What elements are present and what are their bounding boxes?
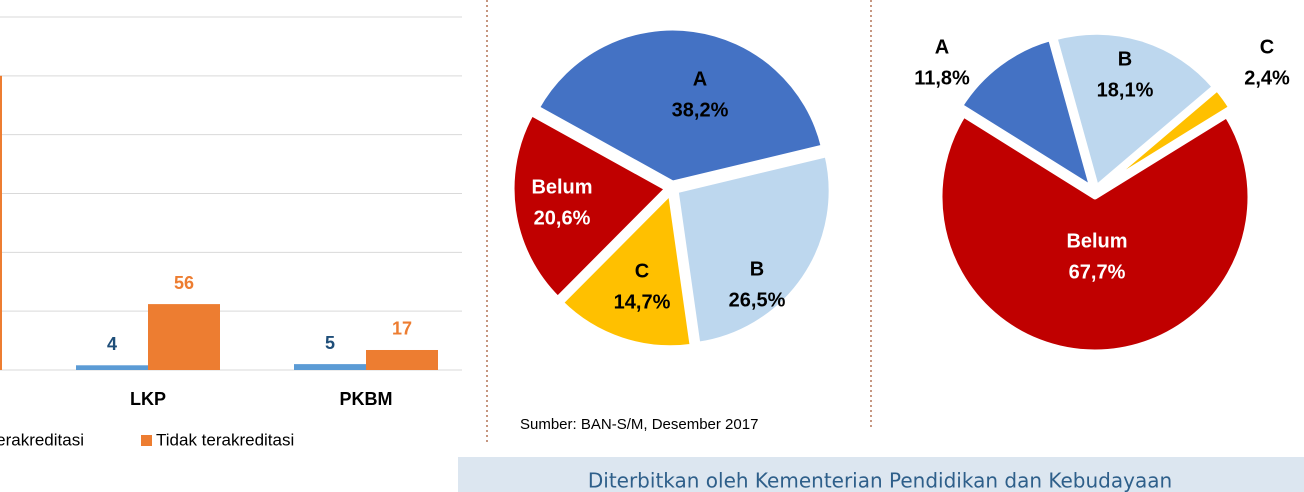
slice-label: C	[635, 260, 649, 282]
slice-value-label: 20,6%	[534, 207, 591, 229]
bar	[294, 364, 366, 370]
slice-value-label: 2,4%	[1244, 67, 1290, 89]
data-label: 56	[174, 273, 194, 293]
data-label: 17	[392, 319, 412, 339]
legend-label: Tidak terakreditasi	[156, 430, 294, 449]
bar	[76, 365, 148, 370]
data-label: 5	[325, 333, 335, 353]
slice-label: Belum	[531, 176, 592, 198]
slice-value-label: 18,1%	[1097, 79, 1154, 101]
footer-banner	[458, 457, 1304, 492]
slice-label: B	[750, 258, 764, 280]
slice-label: C	[1260, 36, 1274, 58]
pie-slice	[1052, 29, 1218, 190]
pie-slice	[558, 190, 695, 351]
pie-slice	[1096, 86, 1234, 192]
source: Sumber: BAN-S/M, Desember 2017	[520, 416, 758, 433]
slice-label: A	[935, 36, 949, 58]
slice-value-label: 14,7%	[614, 291, 671, 313]
slice-value-label: 38,2%	[672, 99, 729, 121]
legend-label: Terakreditasi	[0, 430, 84, 449]
x-tick-label: LKP	[130, 389, 166, 409]
bar	[366, 349, 438, 370]
pie-slice	[534, 25, 826, 186]
slice-label: Belum	[1066, 230, 1127, 252]
slice-value-label: 26,5%	[729, 289, 786, 311]
data-label: 4	[107, 334, 117, 354]
pie-slice	[673, 152, 834, 347]
pie-slice	[958, 36, 1095, 191]
slice-value-label: 67,7%	[1069, 261, 1126, 283]
x-tick-label: PKBM	[340, 389, 393, 409]
slice-label: A	[693, 68, 707, 90]
legend-swatch	[141, 435, 152, 446]
bar	[0, 75, 2, 370]
footer-text: Diterbitkan oleh Kementerian Pendidikan …	[588, 469, 1172, 492]
slice-value-label: 11,8%	[914, 67, 970, 89]
slice-label: B	[1118, 48, 1132, 70]
pie-slice	[509, 111, 670, 302]
pie-slice	[937, 112, 1253, 355]
bar	[148, 304, 220, 370]
